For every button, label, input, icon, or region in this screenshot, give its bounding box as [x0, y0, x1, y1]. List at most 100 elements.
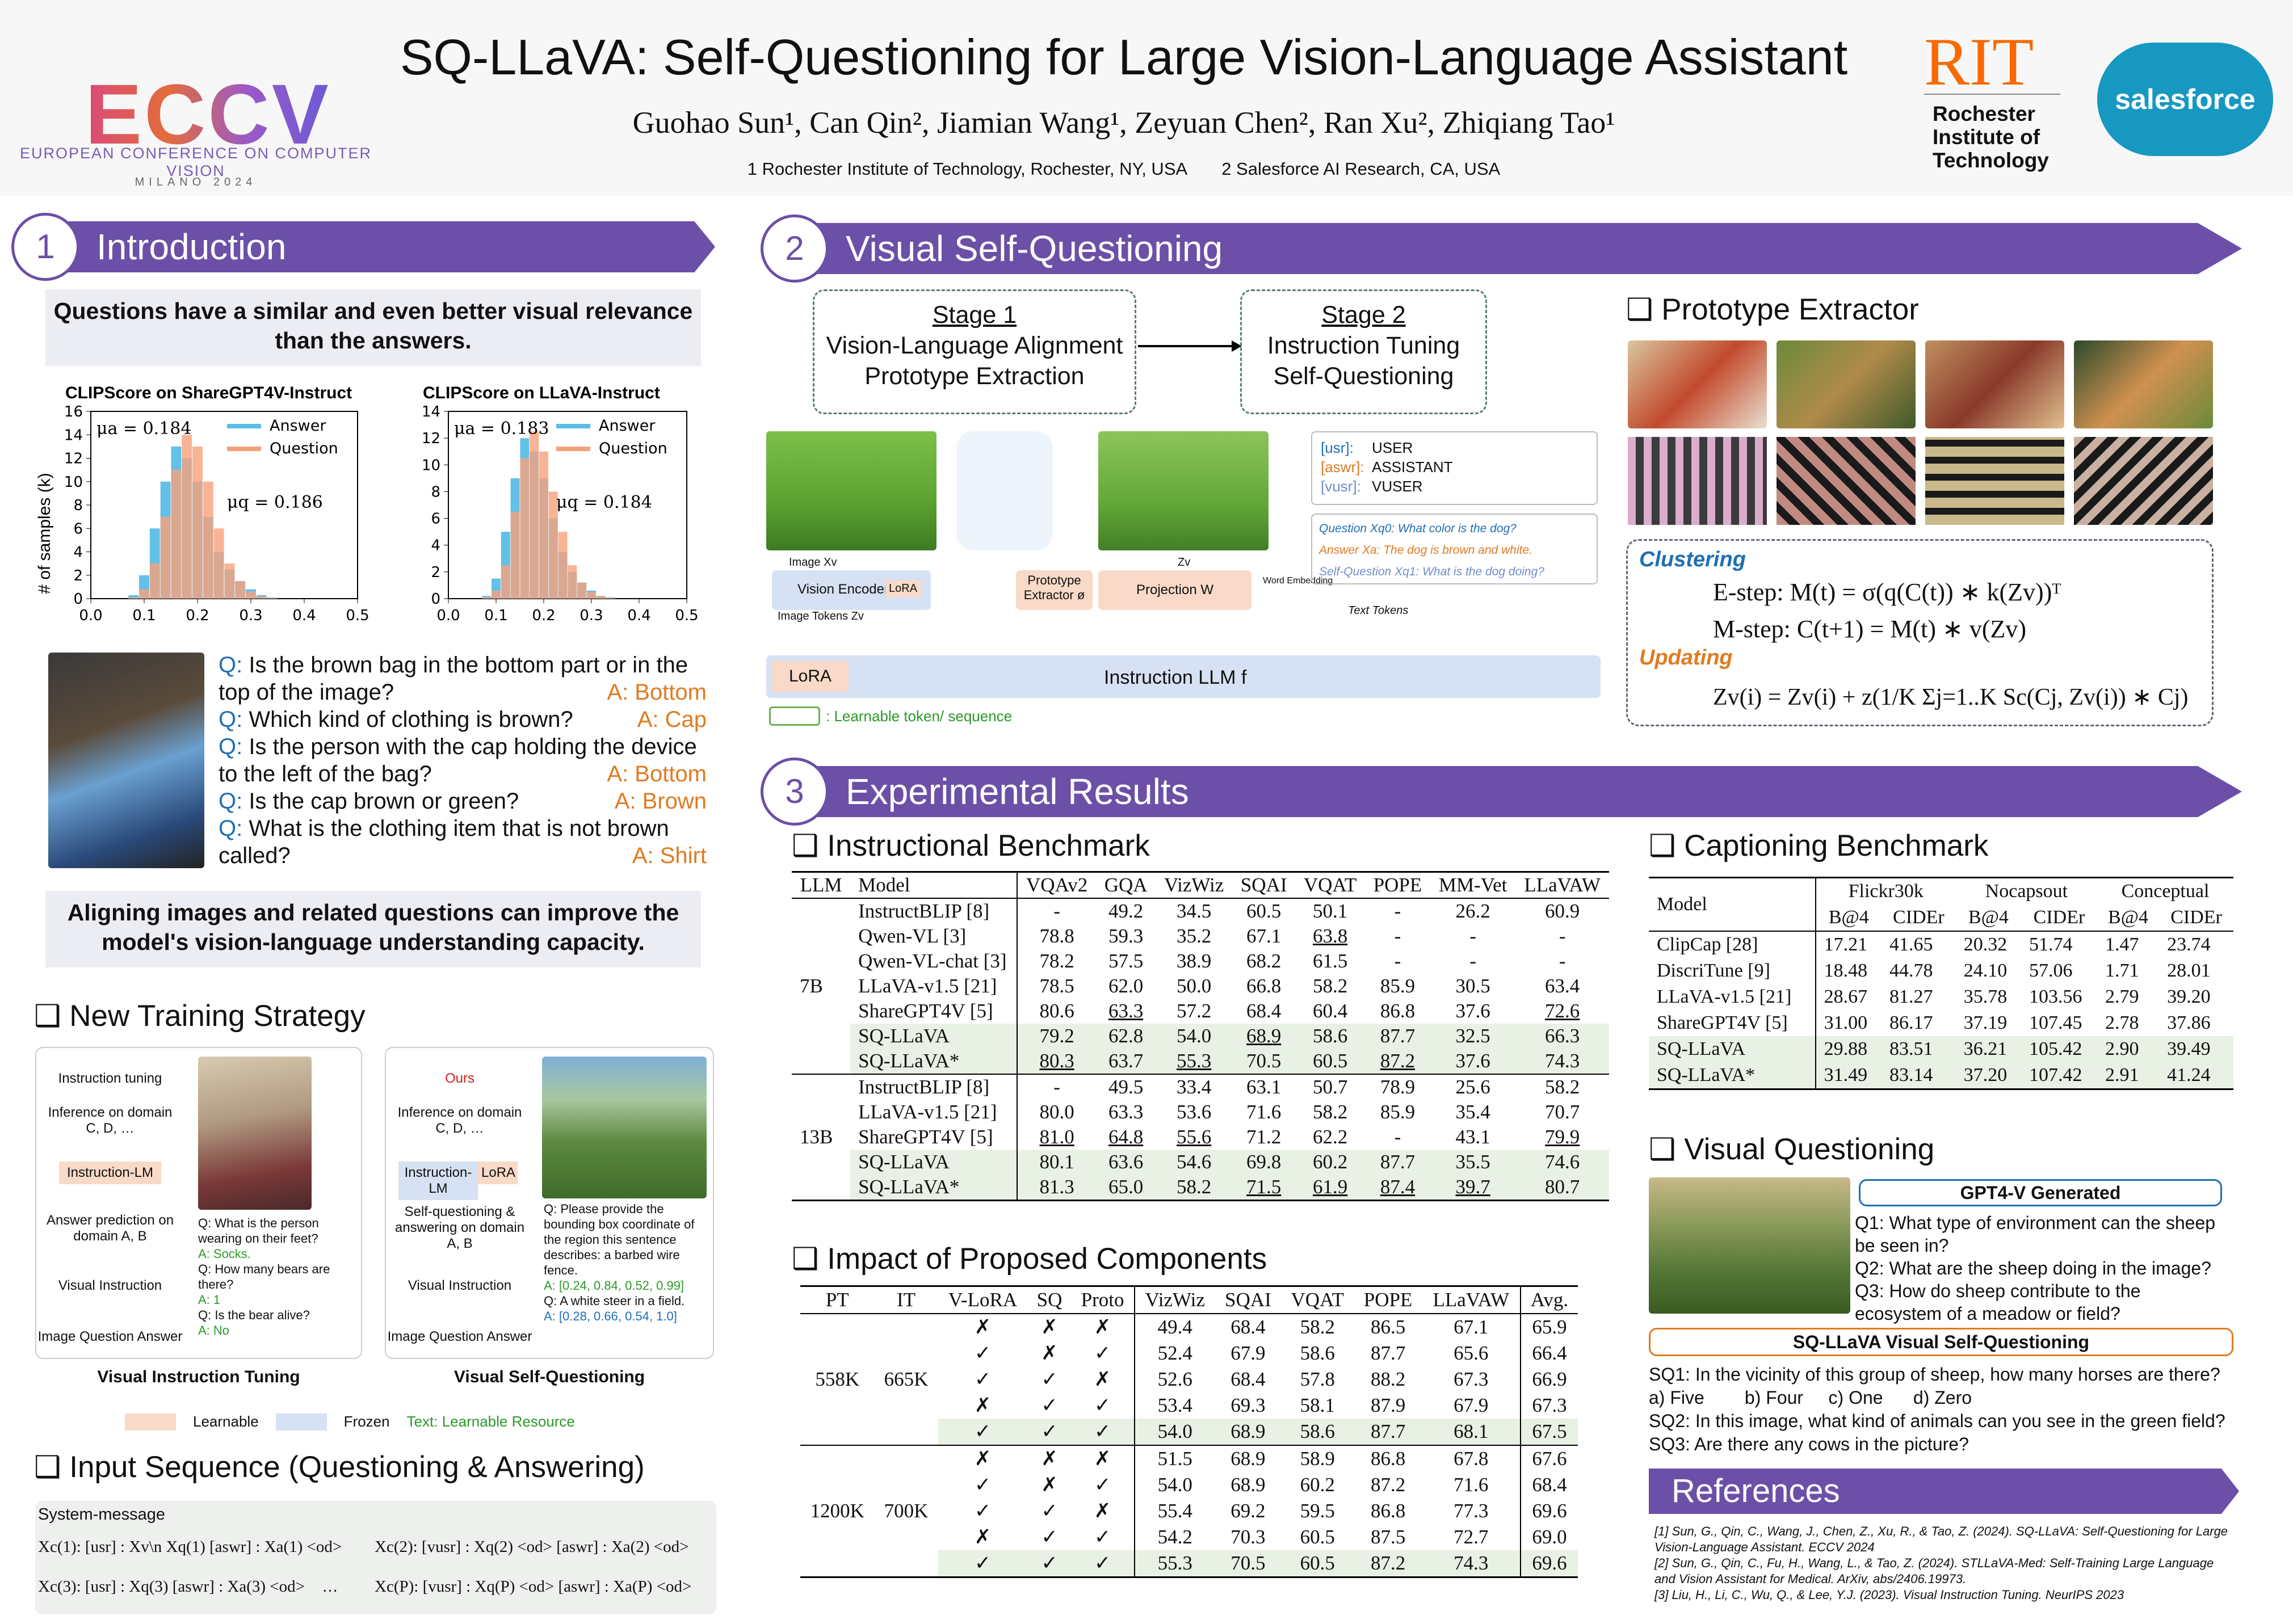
instr-cell: 69.8	[1246, 1151, 1282, 1173]
impact-cell: 65.9	[1519, 1314, 1578, 1340]
question-bar	[568, 565, 577, 599]
instr-cell: 38.9	[1177, 950, 1212, 972]
legend-swatch	[227, 447, 261, 451]
instr-cell: 34.5	[1177, 900, 1212, 922]
caption-cell: 17.21	[1815, 931, 1882, 958]
impact-cell: 51.5	[1133, 1445, 1215, 1472]
impact-header: V-LoRA	[948, 1289, 1018, 1311]
impact-cell: ✗	[1041, 1474, 1058, 1496]
impact-cell: ✓	[1094, 1420, 1111, 1442]
caption-cell: 44.78	[1889, 960, 1933, 981]
legend-label: Answer	[599, 417, 656, 435]
instr-cell: SQ-LLaVA*	[858, 1176, 960, 1198]
caption-sub-row: B@4 CIDEr B@4 CIDEr B@4 CIDEr	[1649, 904, 2233, 931]
tr-inf: Inference on domain C, D, …	[397, 1105, 522, 1136]
x-tick-label: 0.4	[627, 607, 650, 624]
caption-row: SQ-LLaVA 29.88 83.51 36.21 105.42 2.90 39.49	[1649, 1036, 2233, 1062]
impact-header: VQAT	[1291, 1289, 1344, 1311]
impact-cell: 67.9	[1454, 1394, 1489, 1416]
affil-2: 2 Salesforce AI Research, CA, USA	[1221, 159, 1501, 179]
proto-photo-2	[1777, 340, 1916, 428]
ref-2: [2] Sun, G., Qin, C., Fu, H., Wang, L., …	[1654, 1556, 2214, 1586]
instr-cell: 30.5	[1455, 975, 1490, 997]
legend-resource: Text: Learnable Resource	[406, 1413, 575, 1430]
y-tick-label: 14	[422, 403, 440, 420]
image-tokens-label: Image Tokens Zv	[778, 610, 864, 622]
impact-cell: 69.6	[1519, 1498, 1578, 1524]
instr-cell: 80.0	[1017, 1100, 1097, 1125]
impact-cell: ✗	[1041, 1316, 1058, 1338]
impact-header: Proto	[1081, 1289, 1124, 1311]
y-tick-label: 2	[431, 564, 440, 581]
instr-header-row: LLM Model VQAv2 GQA VizWiz SQAI VQAT POPE MM-Vet…	[792, 873, 1609, 898]
impact-cell: 58.6	[1300, 1342, 1335, 1364]
instr-cell: ShareGPT4V [5]	[858, 1000, 993, 1022]
impact-cell: 54.2	[1133, 1524, 1215, 1550]
vq-title: ❑ Visual Questioning	[1649, 1133, 1935, 1166]
instr-title: ❑ Instructional Benchmark	[792, 829, 1150, 863]
training-title: ❑ New Training Strategy	[34, 999, 366, 1033]
chart2-title: CLIPScore on LLaVA-Instruct	[423, 384, 660, 402]
learnable-swatch	[769, 706, 820, 726]
impact-row: ✗ ✓ ✓ 54.2 70.3 60.5 87.5 72.7 69.0	[800, 1524, 1578, 1550]
clustering-box: Clustering E-step: M(t) = σ(q(C(t)) ∗ k(…	[1626, 539, 2214, 726]
instr-cell: 71.6	[1246, 1101, 1282, 1123]
impact-cell: 86.8	[1370, 1500, 1406, 1522]
instr-row: ShareGPT4V [5] 81.0 64.8 55.6 71.2 62.2 - 43.1 7…	[792, 1125, 1609, 1150]
impact-pt: 558K	[815, 1368, 860, 1390]
child-photo	[48, 653, 204, 868]
rit-divider	[1924, 94, 2060, 95]
impact-cell: 60.5	[1300, 1552, 1335, 1574]
qa-item: Q: Is the brown bag in the bottom part o…	[219, 653, 707, 705]
qa-item: Q: Is the person with the cap holding th…	[219, 734, 707, 786]
instr-cell: 63.6	[1108, 1151, 1144, 1173]
question-bar	[530, 431, 539, 599]
affiliations: 1 Rochester Institute of Technology, Roc…	[363, 159, 1884, 179]
impact-cell: 58.2	[1300, 1316, 1335, 1338]
impact-cell: ✓	[1041, 1552, 1058, 1574]
caption-cell: 37.86	[2167, 1012, 2211, 1033]
caption-row: ClipCap [28] 17.21 41.65 20.32 51.74 1.47 23.7…	[1649, 931, 2233, 958]
caption-row: LLaVA-v1.5 [21] 28.67 81.27 35.78 103.56 2.79…	[1649, 984, 2233, 1010]
stage1-l2: Prototype Extraction	[864, 363, 1085, 390]
legend-frozen: Frozen	[343, 1413, 390, 1430]
gpt4v-questions: Q1: What type of environment can the she…	[1855, 1211, 2229, 1325]
qa-question: Is the brown bag in the bottom part or i…	[219, 653, 688, 705]
question-bar	[235, 581, 246, 599]
tr-sq: Self-questioning & answering on domain A…	[394, 1204, 525, 1251]
tl-a3: A: No	[198, 1323, 230, 1337]
y-tick-label: 0	[73, 591, 83, 608]
instr-cell: 72.6	[1545, 1000, 1580, 1022]
instr-cell: SQ-LLaVA	[858, 1151, 950, 1173]
impact-cell: 87.9	[1370, 1394, 1406, 1416]
x-tick-label: 0.3	[579, 607, 603, 624]
impact-header-row: PT IT V-LoRA SQ Proto VizWiz SQAI VQAT POPE LLaVA…	[800, 1287, 1578, 1314]
instr-cell: 81.0	[1017, 1125, 1097, 1150]
instr-header: GQA	[1104, 874, 1148, 896]
instr-cell: 67.1	[1246, 925, 1282, 947]
llm-lora: LoRA	[772, 661, 849, 692]
caption-table: Model Flickr30k Nocapsout Conceptual B@4 CID…	[1649, 878, 2233, 1088]
authors: Guohao Sun¹, Can Qin², Jiamian Wang¹, Ze…	[632, 106, 1615, 140]
instr-table-wrap: LLM Model VQAv2 GQA VizWiz SQAI VQAT POPE MM-Vet…	[792, 871, 1609, 1201]
learnable-swatch	[125, 1413, 176, 1431]
impact-cell: 71.6	[1454, 1474, 1489, 1496]
updating-label: Updating	[1639, 646, 1733, 670]
caption-table-wrap: Model Flickr30k Nocapsout Conceptual B@4 CID…	[1649, 877, 2233, 1090]
instr-title-text: Instructional Benchmark	[827, 829, 1150, 863]
impact-cell: ✓	[1041, 1368, 1058, 1390]
impact-row: ✗ ✓ ✓ 53.4 69.3 58.1 87.9 67.9 67.3	[800, 1392, 1578, 1419]
instr-row: SQ-LLaVA 80.1 63.6 54.6 69.8 60.2 87.7 35.5 74.6	[792, 1150, 1609, 1175]
caption-cell: 2.79	[2105, 986, 2139, 1007]
instr-cell: 61.9	[1312, 1176, 1348, 1198]
stage1-l1: Vision-Language Alignment	[826, 332, 1123, 359]
teddy-photo	[198, 1057, 312, 1210]
x-tick-label: 0.2	[186, 607, 209, 624]
caption-cell: 2.91	[2105, 1065, 2139, 1086]
instr-row: SQ-LLaVA 79.2 62.8 54.0 68.9 58.6 87.7 32.5 66.3	[792, 1024, 1609, 1049]
caption-group: Conceptual	[2121, 881, 2210, 902]
y-tick-label: 10	[422, 457, 440, 474]
instr-row: SQ-LLaVA* 80.3 63.7 55.3 70.5 60.5 87.2 37.6 74.…	[792, 1049, 1609, 1074]
question-bar	[224, 563, 235, 599]
instr-llm: 7B	[800, 975, 823, 997]
